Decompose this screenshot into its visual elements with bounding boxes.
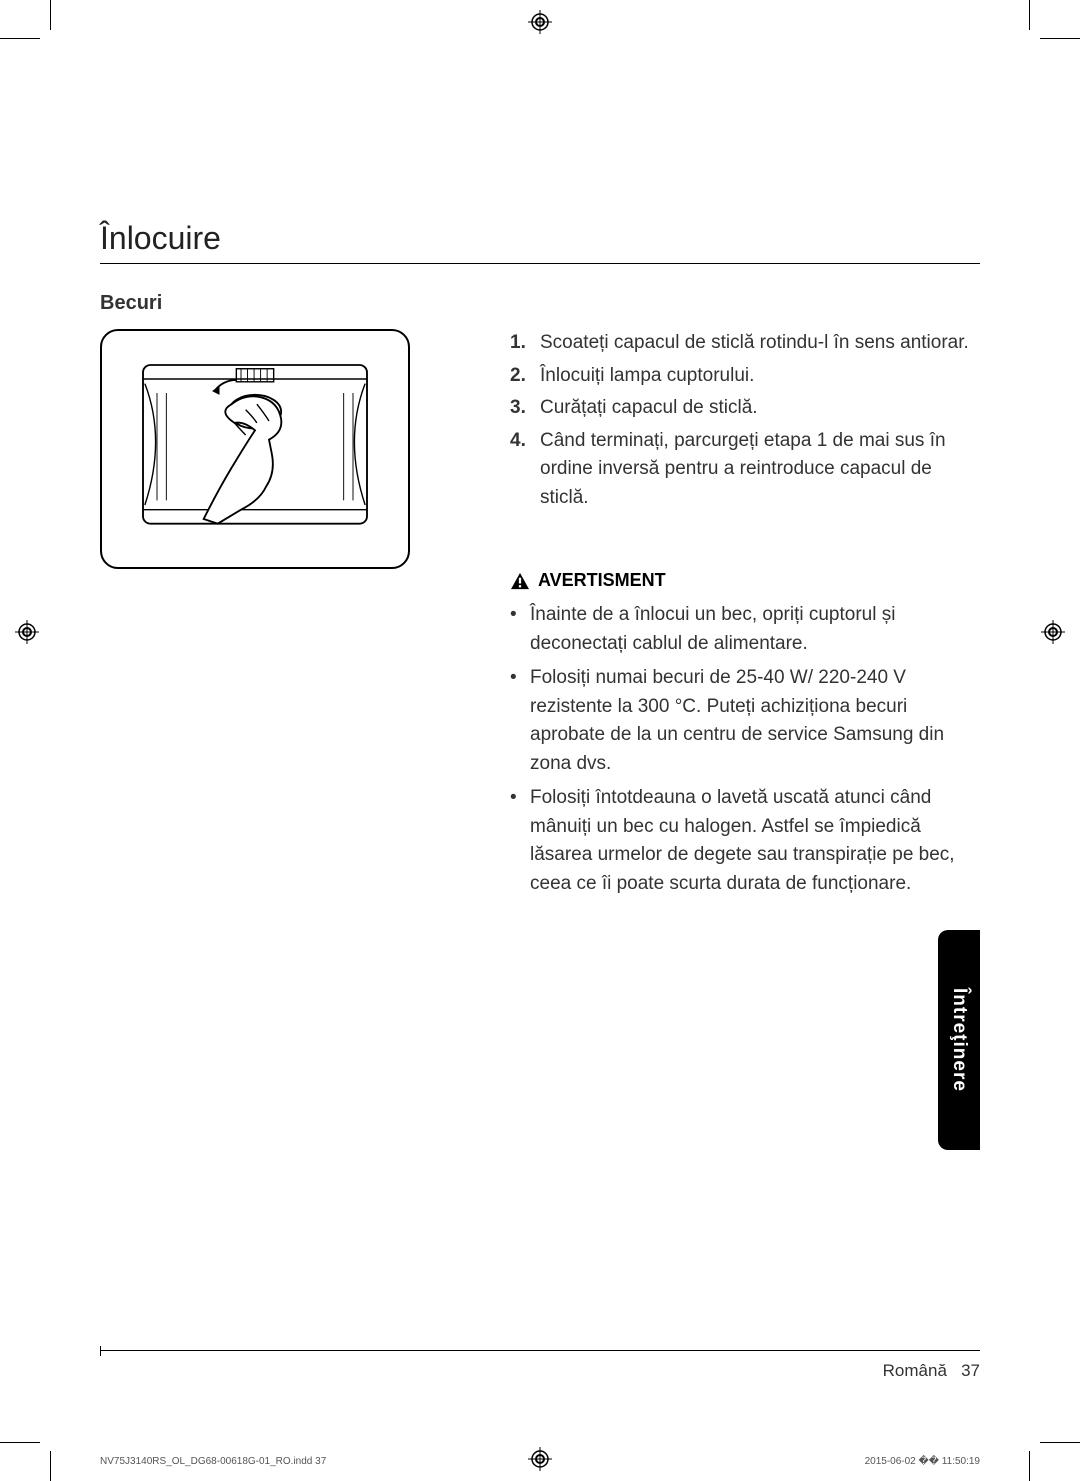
two-column-layout: Scoateți capacul de sticlă rotindu-l în … xyxy=(100,329,980,904)
print-timestamp: 2015-06-02 �� 11:50:19 xyxy=(865,1456,980,1467)
registration-mark-icon xyxy=(1041,620,1065,644)
registration-mark-icon xyxy=(15,620,39,644)
footer-language: Română xyxy=(883,1361,947,1380)
side-tab-label: Întreţinere xyxy=(948,988,970,1092)
warning-triangle-icon xyxy=(510,572,530,590)
warning-block: AVERTISMENT Înainte de a înlocui un bec,… xyxy=(510,570,980,898)
diagram-column xyxy=(100,329,470,904)
footer-rule xyxy=(100,1350,980,1352)
warnings-list: Înainte de a înlocui un bec, opriți cupt… xyxy=(510,601,980,898)
warning-item: Folosiți întotdeauna o lavetă uscată atu… xyxy=(510,784,980,898)
step-item: Scoateți capacul de sticlă rotindu-l în … xyxy=(510,329,980,358)
step-item: Când terminați, parcurgeți etapa 1 de ma… xyxy=(510,427,980,513)
chapter-side-tab: Întreţinere xyxy=(938,930,980,1150)
print-file-path: NV75J3140RS_OL_DG68-00618G-01_RO.indd 37 xyxy=(100,1456,326,1467)
warning-label: AVERTISMENT xyxy=(538,570,666,591)
steps-list: Scoateți capacul de sticlă rotindu-l în … xyxy=(510,329,980,512)
registration-mark-icon xyxy=(528,10,552,34)
footer-page-number: 37 xyxy=(961,1361,980,1380)
warning-heading: AVERTISMENT xyxy=(510,570,980,591)
page-footer: Română 37 xyxy=(883,1361,980,1381)
sub-heading: Becuri xyxy=(100,292,980,315)
warning-item: Folosiți numai becuri de 25-40 W/ 220-24… xyxy=(510,664,980,778)
warning-item: Înainte de a înlocui un bec, opriți cupt… xyxy=(510,601,980,658)
page-content: Înlocuire Becuri xyxy=(100,60,980,1421)
steps-column: Scoateți capacul de sticlă rotindu-l în … xyxy=(510,329,980,904)
oven-bulb-diagram xyxy=(100,329,410,569)
section-title: Înlocuire xyxy=(100,220,980,264)
step-item: Curățați capacul de sticlă. xyxy=(510,394,980,423)
print-metadata: NV75J3140RS_OL_DG68-00618G-01_RO.indd 37… xyxy=(100,1456,980,1467)
step-item: Înlocuiți lampa cuptorului. xyxy=(510,362,980,391)
